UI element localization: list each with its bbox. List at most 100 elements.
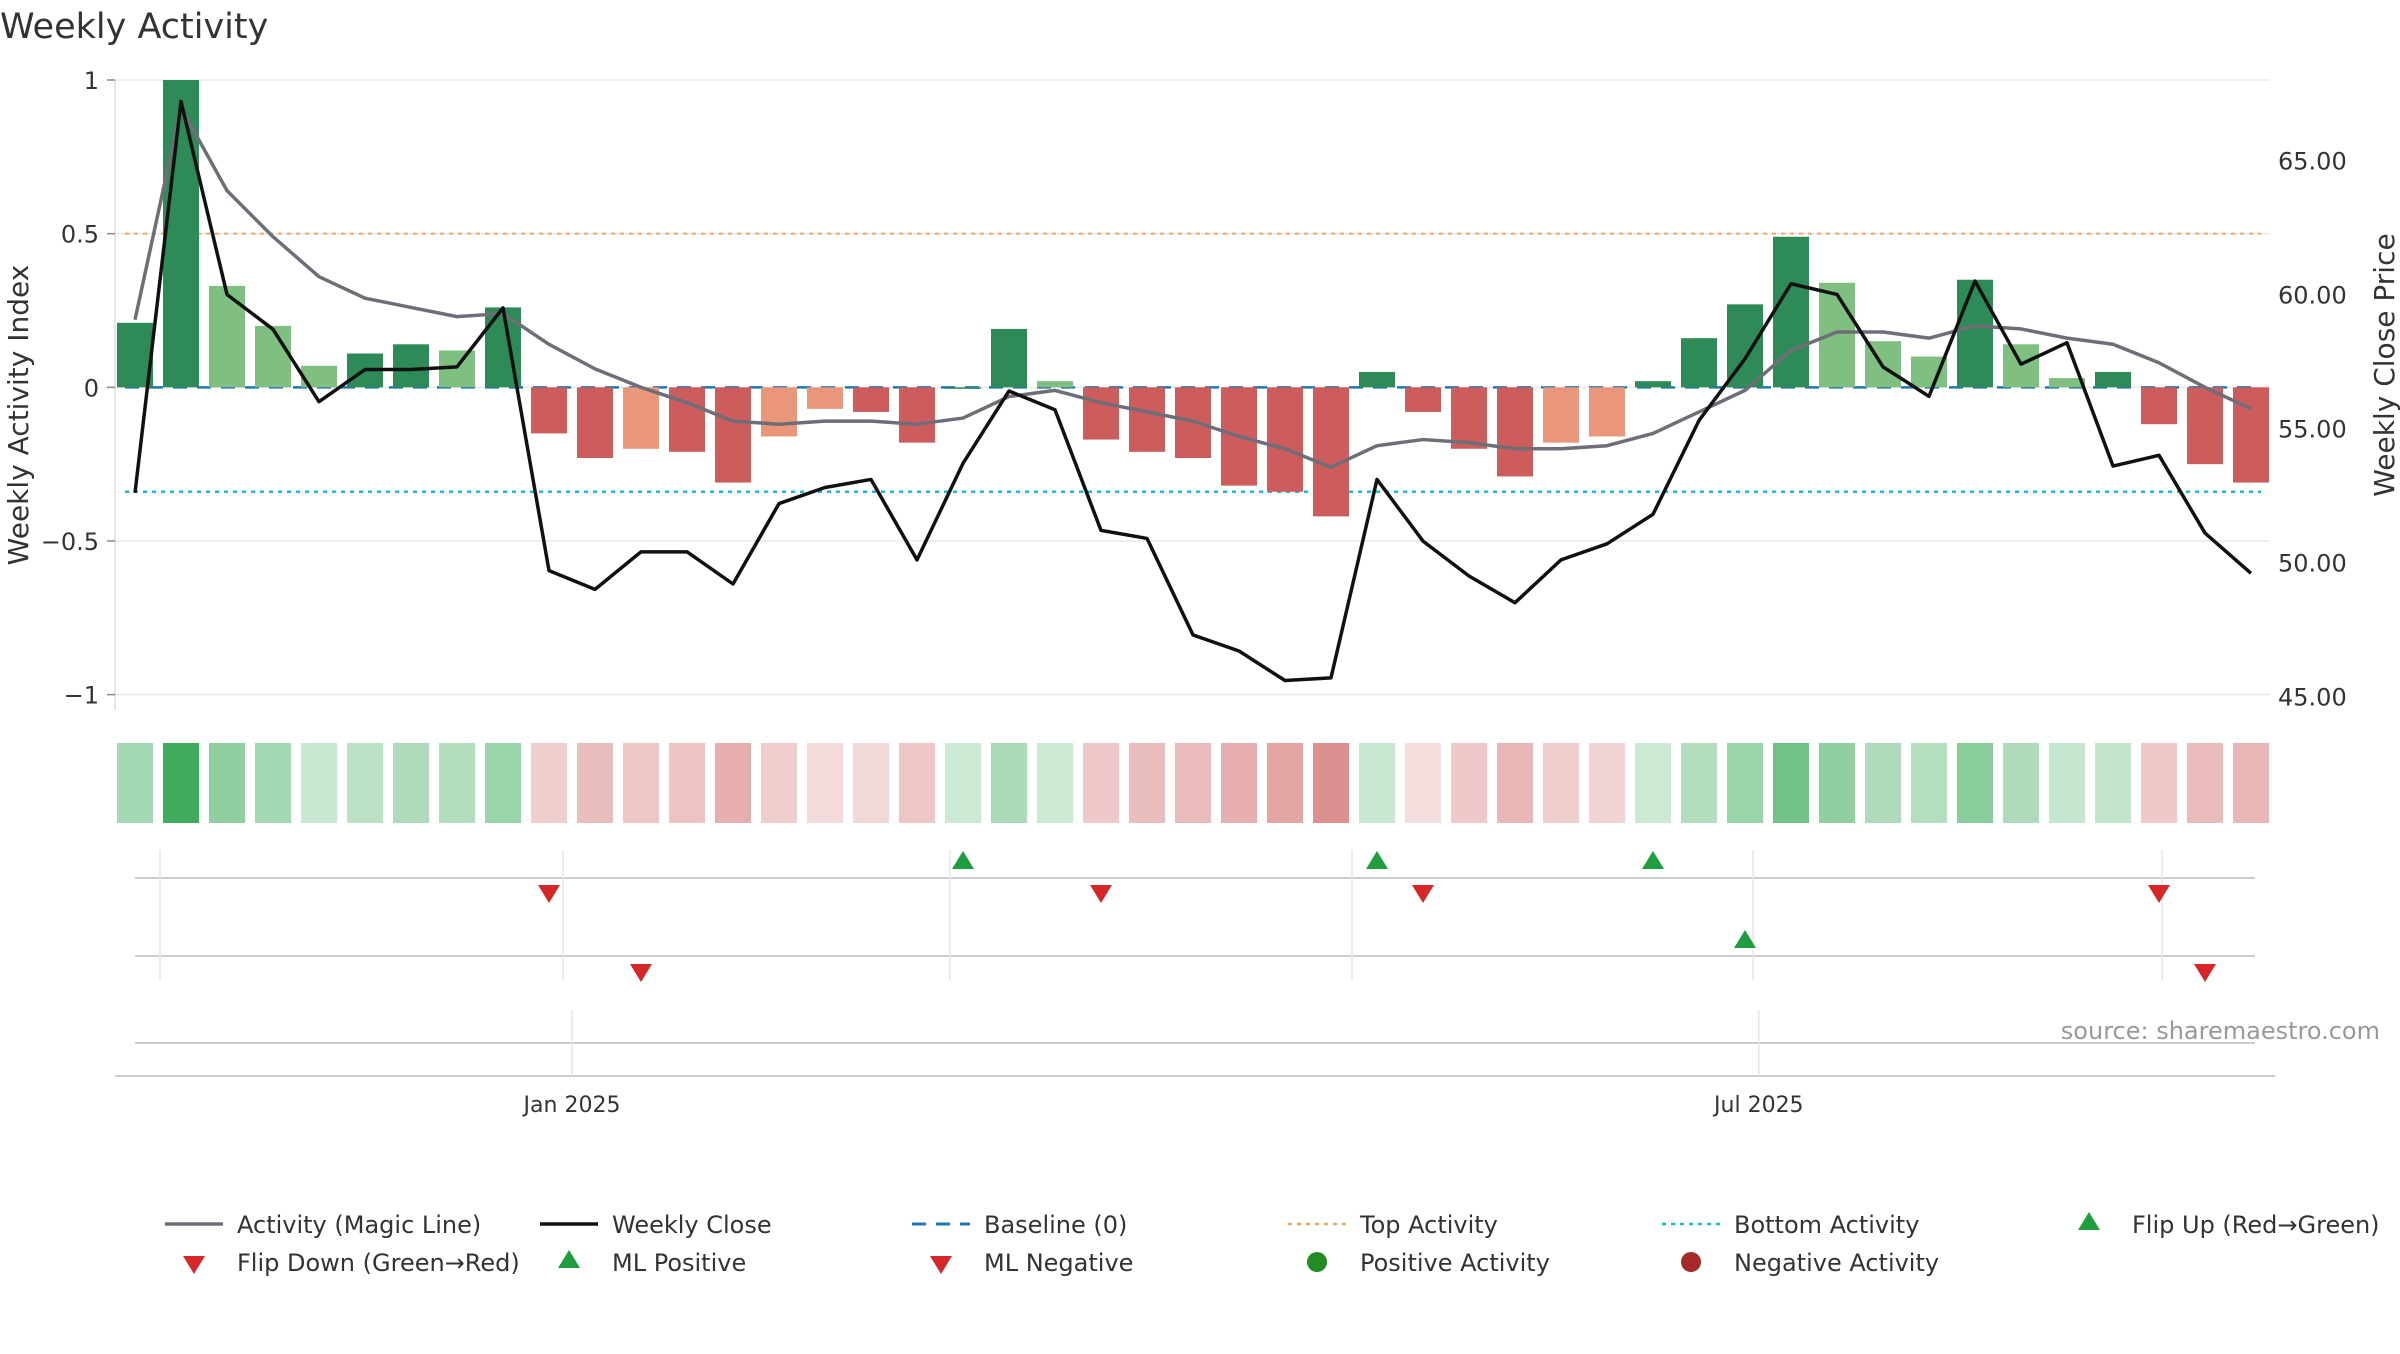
activity-bar [715,387,751,483]
legend-label: Flip Down (Green→Red) [237,1249,520,1277]
flip-down-marker [1412,885,1434,903]
legend-label: ML Negative [984,1249,1133,1277]
activity-bar [1083,387,1119,440]
legend-item: ML Negative [930,1249,1133,1277]
y-left-tick-label: 1 [84,67,99,95]
y-right-tick-label: 60.00 [2278,281,2347,309]
ml-negative-marker [630,964,652,982]
y-right-tick-label: 45.00 [2278,684,2347,712]
source-text: source: sharemaestro.com [2061,1017,2380,1045]
legend-label: Negative Activity [1734,1249,1939,1277]
flip-up-marker [1366,851,1388,869]
activity-strip-cell [1221,743,1257,823]
activity-strip-cell [1359,743,1395,823]
activity-bar [1129,387,1165,452]
legend-label: Positive Activity [1360,1249,1550,1277]
activity-bar [1313,387,1349,517]
activity-strip-cell [347,743,383,823]
activity-strip-cell [1451,743,1487,823]
activity-strip-cell [853,743,889,823]
activity-strip-cell [2095,743,2131,823]
activity-strip-cell [2187,743,2223,823]
activity-strip-cell [2141,743,2177,823]
activity-bar [1451,387,1487,449]
legend-label: ML Positive [612,1249,746,1277]
legend-swatch [1681,1252,1701,1272]
activity-bar [393,344,429,388]
activity-strip-cell [393,743,429,823]
activity-strip-cell [1911,743,1947,823]
x-tick-label: Jul 2025 [1712,1093,1804,1118]
activity-strip-cell [1773,743,1809,823]
activity-bar [853,387,889,412]
y-left-tick-label: −1 [64,682,99,710]
activity-bar [163,80,199,388]
activity-bar [577,387,613,458]
legend-item: Flip Down (Green→Red) [183,1249,520,1277]
activity-bar [945,387,981,389]
activity-strip-cell [1037,743,1073,823]
activity-strip-cell [1083,743,1119,823]
activity-strip-cell [2233,743,2269,823]
magic-line-series [133,105,2252,469]
legend-item: Activity (Magic Line) [165,1211,481,1239]
activity-bar [209,285,245,388]
activity-bar [899,387,935,443]
activity-bar [2049,378,2085,388]
activity-strip-cell [1681,743,1717,823]
flip-down-marker [538,885,560,903]
activity-strip-cell [2003,743,2039,823]
activity-bar [1405,387,1441,412]
activity-strip-cell [1175,743,1211,823]
activity-strip-cell [1543,743,1579,823]
activity-strip-cell [1313,743,1349,823]
activity-bar [1497,387,1533,477]
activity-bar [1635,381,1671,388]
legend-item: ML Positive [558,1249,746,1277]
y-right-axis-label: Weekly Close Price [2368,233,2400,496]
activity-strip-cell [301,743,337,823]
activity-strip-cell [1497,743,1533,823]
flip-up-marker [1642,851,1664,869]
activity-strip-cell [1267,743,1303,823]
legend-item: Positive Activity [1307,1249,1550,1277]
activity-bar [761,387,797,437]
activity-bar [1773,236,1809,388]
activity-bar [2095,371,2131,388]
y-right-tick-label: 55.00 [2278,416,2347,444]
activity-bar [531,387,567,434]
legend-item: Flip Up (Red→Green) [2078,1211,2380,1239]
activity-strip-cell [255,743,291,823]
legend-swatch [183,1256,205,1274]
legend-swatch [1307,1252,1327,1272]
activity-bar [1267,387,1303,492]
activity-strip-cell [623,743,659,823]
activity-bar [2187,387,2223,465]
activity-bar [301,365,337,388]
activity-bar [1589,387,1625,437]
activity-bar [1543,387,1579,443]
activity-strip-cell [209,743,245,823]
activity-strip-cell [761,743,797,823]
legend-swatch [2078,1212,2100,1230]
flip-down-marker [2148,885,2170,903]
activity-bar [1359,371,1395,388]
activity-strip-cell [1819,743,1855,823]
flip-down-marker [1090,885,1112,903]
legend-label: Weekly Close [612,1211,772,1239]
y-left-tick-label: −0.5 [41,528,99,556]
activity-strip-cell [899,743,935,823]
activity-bar [991,328,1027,388]
legend-item: Baseline (0) [912,1211,1127,1239]
activity-bar [255,325,291,388]
legend-item: Top Activity [1288,1211,1498,1239]
activity-bar [1819,282,1855,388]
activity-strip-cell [945,743,981,823]
activity-strip-cell [439,743,475,823]
activity-strip-cell [1635,743,1671,823]
legend-label: Top Activity [1359,1211,1498,1239]
legend-swatch [930,1256,952,1274]
activity-strip-cell [485,743,521,823]
